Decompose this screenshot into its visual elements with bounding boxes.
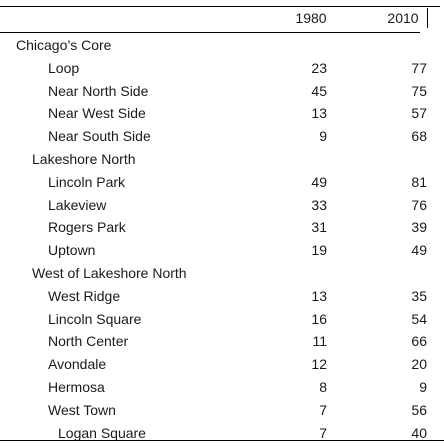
value-1980: 16 — [311, 311, 327, 327]
value-2010: 49 — [411, 242, 427, 258]
value-1980: 33 — [311, 197, 327, 213]
value-2010: 56 — [411, 402, 427, 418]
value-2010: 57 — [411, 105, 427, 121]
column-header-2010: 2010 — [387, 10, 419, 26]
value-2010: 39 — [411, 219, 427, 235]
value-1980: 9 — [319, 128, 327, 144]
value-1980: 11 — [312, 333, 327, 349]
row-label: Logan Square — [58, 425, 146, 441]
value-1980: 13 — [311, 288, 327, 304]
row-label: Rogers Park — [48, 219, 126, 235]
value-1980: 7 — [319, 402, 327, 418]
value-1980: 45 — [311, 83, 327, 99]
row-label: Lincoln Park — [48, 174, 126, 190]
value-2010: 9 — [419, 379, 427, 395]
row-label: West Town — [48, 402, 116, 418]
group-label: West of Lakeshore North — [32, 265, 187, 281]
table-bottom-rule — [0, 440, 444, 441]
value-2010: 77 — [411, 60, 427, 76]
value-1980: 19 — [311, 242, 327, 258]
value-2010: 35 — [411, 288, 427, 304]
row-label: Lakeview — [48, 197, 107, 213]
group-label: Lakeshore North — [32, 151, 136, 167]
row-label: Hermosa — [48, 379, 105, 395]
value-2010: 75 — [411, 83, 427, 99]
value-2010: 81 — [411, 174, 427, 190]
row-label: Near West Side — [48, 105, 146, 121]
row-label: North Center — [48, 333, 129, 349]
value-1980: 49 — [311, 174, 327, 190]
table-top-rule — [0, 6, 440, 7]
row-label: Near South Side — [48, 128, 151, 144]
row-label: Near North Side — [48, 83, 149, 99]
value-1980: 8 — [319, 379, 327, 395]
group-label: Chicago’s Core — [16, 37, 112, 53]
value-1980: 13 — [311, 105, 327, 121]
value-2010: 40 — [411, 425, 427, 441]
value-1980: 23 — [311, 60, 327, 76]
value-1980: 31 — [311, 219, 327, 235]
column-header-1980: 1980 — [295, 10, 327, 26]
value-2010: 20 — [411, 356, 427, 372]
value-2010: 66 — [411, 333, 427, 349]
value-2010: 54 — [411, 311, 427, 327]
value-1980: 12 — [311, 356, 327, 372]
value-2010: 76 — [411, 197, 427, 213]
row-label: Lincoln Square — [48, 311, 142, 327]
cursor-bar — [427, 8, 428, 28]
row-label: Uptown — [48, 242, 96, 258]
value-1980: 7 — [319, 425, 327, 441]
row-label: Avondale — [48, 356, 107, 372]
row-label: Loop — [48, 60, 80, 76]
row-label: West Ridge — [48, 288, 121, 304]
value-2010: 68 — [411, 128, 427, 144]
header-rule — [0, 32, 420, 33]
